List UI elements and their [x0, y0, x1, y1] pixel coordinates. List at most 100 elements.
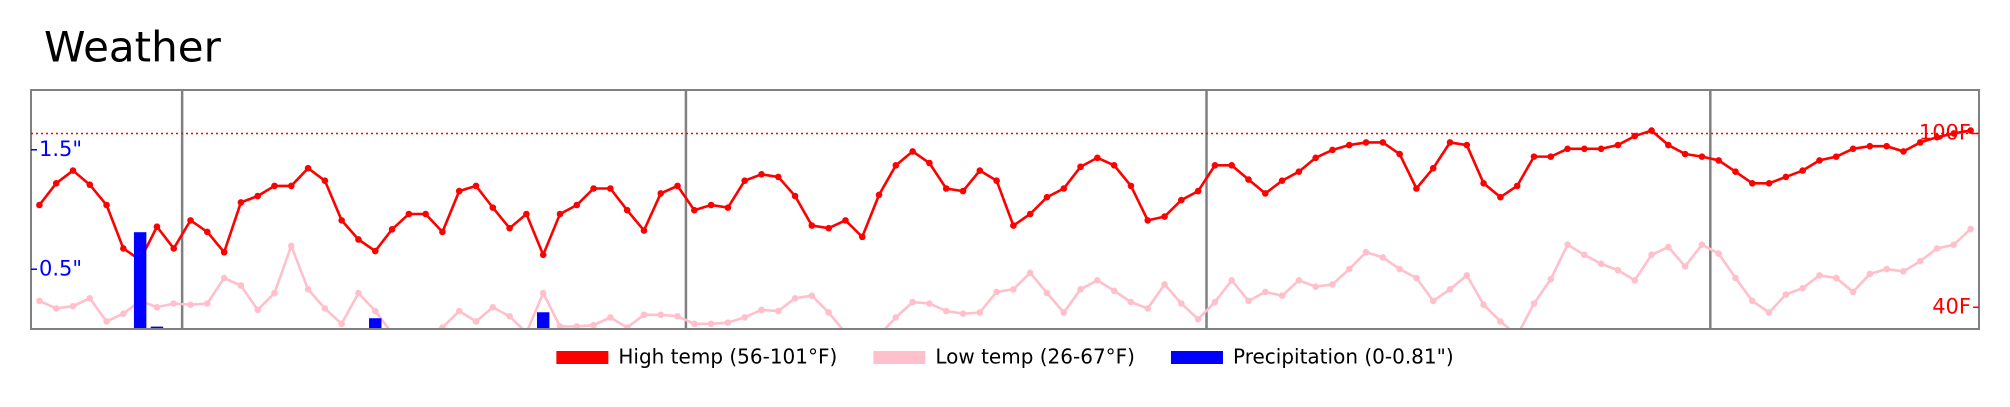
- bar: [369, 318, 382, 329]
- marker: [657, 311, 665, 319]
- marker: [1379, 254, 1387, 261]
- marker: [86, 181, 94, 189]
- marker: [1681, 150, 1689, 158]
- marker: [220, 274, 228, 282]
- marker: [204, 300, 211, 307]
- marker: [1497, 318, 1504, 325]
- marker: [1446, 139, 1454, 146]
- marker: [439, 228, 446, 236]
- marker: [1144, 305, 1152, 312]
- marker: [1261, 288, 1269, 296]
- marker: [1866, 142, 1874, 150]
- marker: [1530, 153, 1538, 160]
- marker: [1345, 265, 1353, 273]
- marker: [1010, 222, 1017, 229]
- marker: [1782, 173, 1790, 181]
- marker: [170, 300, 178, 307]
- marker: [691, 320, 698, 328]
- marker: [909, 148, 916, 155]
- marker: [1933, 245, 1941, 252]
- marker: [1967, 127, 1974, 134]
- marker: [489, 303, 497, 311]
- line: [38, 129, 1971, 262]
- marker: [623, 206, 631, 214]
- marker: [674, 182, 681, 190]
- marker: [1278, 292, 1286, 299]
- marker: [1581, 145, 1588, 153]
- marker: [1329, 146, 1336, 154]
- marker: [539, 289, 547, 297]
- marker: [1916, 139, 1924, 146]
- marker: [304, 164, 312, 172]
- marker: [1278, 177, 1286, 184]
- marker: [405, 210, 413, 218]
- marker: [120, 310, 127, 317]
- marker: [959, 310, 967, 317]
- marker: [69, 302, 77, 310]
- marker: [842, 329, 849, 336]
- marker: [1631, 132, 1639, 140]
- marker: [1094, 277, 1101, 284]
- marker: [388, 226, 396, 233]
- marker: [455, 307, 463, 315]
- marker: [707, 201, 715, 209]
- marker: [187, 301, 194, 308]
- marker: [153, 303, 161, 311]
- marker: [355, 289, 362, 297]
- marker: [573, 201, 581, 209]
- plot-area: [36, 90, 1974, 339]
- y-tick-label: 40F: [1932, 294, 1971, 318]
- marker: [338, 320, 345, 328]
- marker: [187, 217, 194, 224]
- marker: [1127, 298, 1135, 306]
- marker: [640, 227, 648, 234]
- marker: [892, 314, 900, 321]
- marker: [523, 329, 530, 336]
- marker: [271, 182, 278, 190]
- marker: [1429, 297, 1437, 305]
- marker: [1514, 332, 1521, 339]
- marker: [1866, 270, 1874, 278]
- marker: [1194, 315, 1202, 323]
- marker: [304, 286, 312, 293]
- legend-swatch: [556, 351, 609, 364]
- marker: [691, 206, 698, 214]
- marker: [1094, 154, 1101, 162]
- marker: [808, 222, 816, 229]
- y-tick-label: 100F: [1919, 120, 1971, 144]
- marker: [287, 182, 295, 190]
- marker: [439, 324, 446, 329]
- marker: [321, 305, 329, 312]
- marker: [1715, 250, 1723, 257]
- plot-frame: [30, 89, 1980, 330]
- marker: [858, 233, 866, 241]
- chart-title: Weather: [44, 23, 222, 72]
- marker: [1732, 168, 1739, 175]
- marker: [842, 217, 849, 224]
- marker: [1648, 251, 1655, 259]
- marker: [271, 289, 278, 297]
- marker: [1295, 277, 1303, 284]
- marker: [153, 223, 161, 231]
- marker: [1648, 127, 1655, 134]
- marker: [338, 217, 345, 224]
- marker: [1933, 133, 1941, 141]
- marker: [1362, 139, 1370, 146]
- marker: [389, 330, 396, 337]
- marker: [1110, 162, 1118, 169]
- marker: [976, 167, 984, 174]
- marker: [523, 210, 530, 218]
- marker: [1228, 277, 1236, 284]
- marker: [1463, 141, 1471, 149]
- marker: [1799, 167, 1806, 174]
- marker: [1832, 274, 1840, 282]
- marker: [237, 282, 245, 289]
- marker: [556, 323, 564, 329]
- marker: [1782, 291, 1790, 298]
- marker: [774, 173, 782, 181]
- marker: [774, 307, 782, 315]
- y2-tick-label: 1.5": [39, 137, 82, 161]
- bar: [150, 326, 164, 329]
- marker: [220, 248, 228, 256]
- marker: [1026, 269, 1034, 277]
